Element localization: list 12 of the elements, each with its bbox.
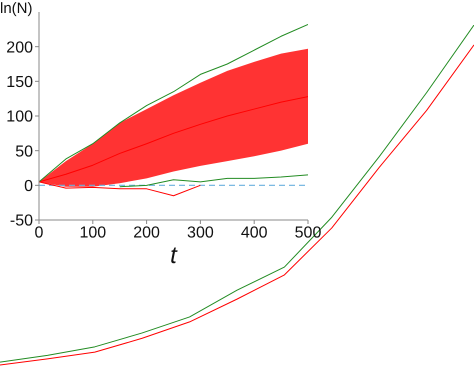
x-tick-label: 200 [133,224,160,242]
x-tick-label: 100 [79,224,106,242]
y-tick-label: -50 [10,212,34,230]
y-tick-label: 100 [6,108,34,126]
y-axis-title: ln(N) [0,0,32,17]
x-axis-title: t [169,242,178,270]
y-tick-label: 0 [24,178,34,196]
y-tick-label: 200 [6,39,34,56]
x-tick-label: 300 [187,224,214,242]
x-tick-label: 400 [240,224,268,242]
y-tick-label: 50 [15,143,34,160]
y-tick-label: 150 [6,74,34,92]
